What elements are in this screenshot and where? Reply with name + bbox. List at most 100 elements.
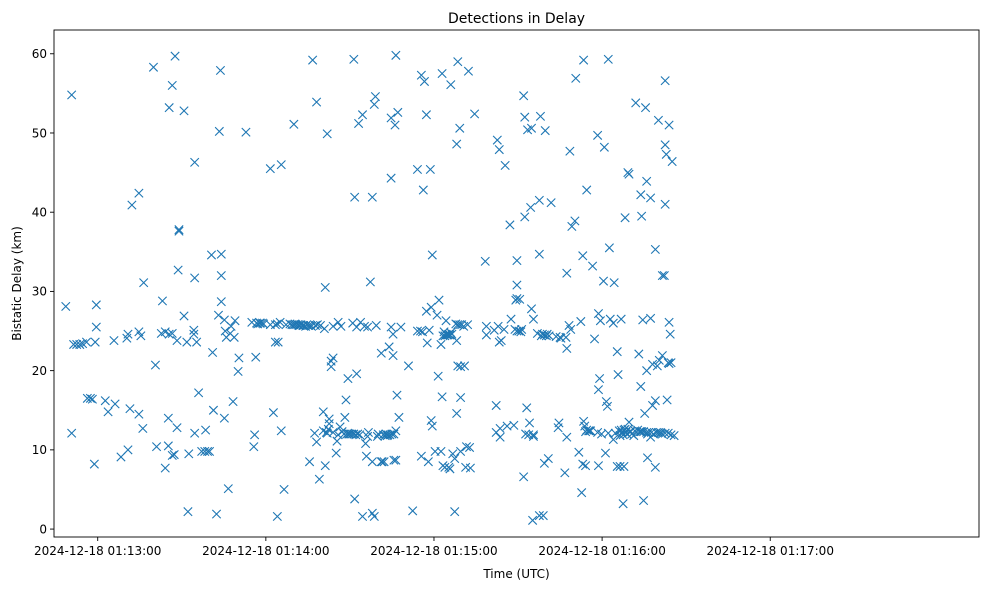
data-point xyxy=(270,320,280,330)
data-point xyxy=(664,120,674,130)
data-point xyxy=(608,434,618,445)
data-point xyxy=(223,484,233,494)
data-point xyxy=(340,412,350,422)
data-point xyxy=(249,442,259,452)
data-point xyxy=(160,463,170,473)
data-point xyxy=(255,318,265,328)
data-point xyxy=(361,438,371,449)
x-axis: 2024-12-18 01:13:00 2024-12-18 01:14:00 20… xyxy=(34,537,834,558)
data-point xyxy=(333,317,343,327)
data-point xyxy=(427,250,437,260)
y-tick-label: 60 xyxy=(32,47,47,61)
data-point xyxy=(540,126,550,136)
data-point xyxy=(226,321,236,331)
data-point xyxy=(567,221,577,232)
data-point xyxy=(393,107,403,117)
data-point xyxy=(664,358,674,369)
data-point xyxy=(352,322,362,332)
data-point xyxy=(539,458,549,468)
data-point xyxy=(320,282,330,293)
x-axis-label: Time (UTC) xyxy=(482,567,549,581)
data-point xyxy=(167,450,177,460)
data-point xyxy=(593,385,604,395)
data-point xyxy=(660,76,670,86)
data-point xyxy=(376,457,386,467)
data-point xyxy=(640,408,650,419)
data-point xyxy=(369,99,379,110)
data-point xyxy=(275,317,285,327)
data-point xyxy=(571,73,581,83)
x-tick-label: 2024-12-18 01:17:00 xyxy=(707,544,834,558)
data-point xyxy=(481,330,491,340)
data-point xyxy=(416,451,426,461)
data-point xyxy=(276,426,286,436)
data-point xyxy=(211,509,222,519)
data-point xyxy=(481,321,491,331)
data-point xyxy=(229,332,239,342)
data-point xyxy=(408,506,418,516)
data-point xyxy=(424,325,434,335)
data-point xyxy=(565,146,575,156)
data-point xyxy=(216,270,226,281)
data-point xyxy=(608,318,618,328)
data-point xyxy=(636,381,646,392)
data-point xyxy=(654,355,664,365)
data-point xyxy=(657,270,667,281)
data-point xyxy=(535,111,546,121)
data-point xyxy=(388,351,398,361)
data-point xyxy=(534,511,544,521)
data-point xyxy=(391,455,401,465)
data-point xyxy=(251,352,261,362)
points-layer xyxy=(61,50,679,525)
data-point xyxy=(204,446,215,457)
data-point xyxy=(615,461,625,472)
data-point xyxy=(584,426,595,436)
data-point xyxy=(272,319,282,329)
data-point xyxy=(61,301,71,312)
data-point xyxy=(456,392,466,403)
data-point xyxy=(125,404,135,414)
data-point xyxy=(421,110,431,120)
data-point xyxy=(172,335,182,346)
data-point xyxy=(570,216,580,226)
y-tick-label: 40 xyxy=(32,206,47,220)
data-point xyxy=(306,321,317,331)
data-point xyxy=(179,311,189,321)
y-tick-label: 10 xyxy=(32,443,47,457)
data-point xyxy=(613,370,623,380)
data-point xyxy=(664,317,674,327)
data-point xyxy=(123,445,133,455)
data-point xyxy=(336,321,346,331)
data-point xyxy=(167,80,177,91)
data-point xyxy=(495,432,505,442)
data-point xyxy=(554,418,564,428)
data-point xyxy=(526,123,537,133)
data-point xyxy=(512,280,522,290)
data-point xyxy=(190,428,200,438)
x-tick-label: 2024-12-18 01:14:00 xyxy=(202,544,329,558)
data-point xyxy=(190,157,200,167)
data-point xyxy=(268,408,278,418)
data-point xyxy=(662,395,672,405)
data-point xyxy=(452,335,462,346)
data-point xyxy=(206,250,217,260)
data-point xyxy=(362,431,373,441)
data-point xyxy=(416,70,426,80)
data-point xyxy=(616,314,626,324)
data-point xyxy=(637,211,647,221)
data-point xyxy=(230,316,240,326)
data-point xyxy=(164,329,174,339)
data-point xyxy=(116,452,126,462)
data-point xyxy=(598,276,609,286)
y-axis: 0 10 20 30 40 50 60 xyxy=(32,47,54,536)
data-point xyxy=(200,446,210,457)
data-point xyxy=(213,310,224,320)
data-point xyxy=(645,313,656,323)
data-point xyxy=(595,316,606,326)
data-point xyxy=(388,329,398,339)
data-point xyxy=(456,362,466,372)
chart-title: Detections in Delay xyxy=(448,11,585,27)
data-point xyxy=(311,437,322,447)
data-point xyxy=(660,199,670,209)
y-tick-label: 0 xyxy=(39,522,47,536)
